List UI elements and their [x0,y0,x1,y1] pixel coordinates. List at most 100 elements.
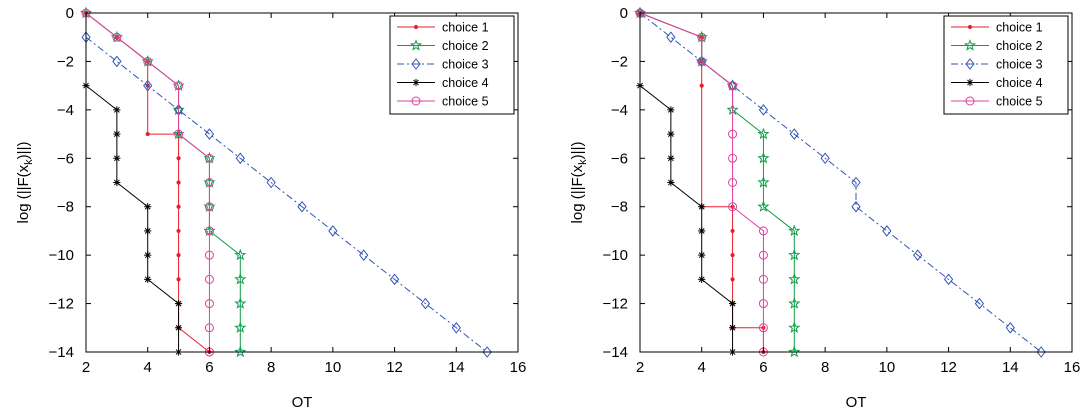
data-point [758,104,769,116]
chart-panel-2: 2 4 6 8 10 12 14 16 0 −2 −4 −6 −8 −10 −12 −14 OT log (||F… [569,5,1080,411]
data-point [234,297,247,309]
data-point [666,31,676,44]
data-point [699,83,704,88]
y-tick-label: −2 [57,53,74,70]
y-axis-label: log (||F(xk)||) [569,142,589,224]
x-tick-label: 4 [698,359,706,376]
legend-label: choice 4 [442,76,489,90]
x-tick-label: 16 [510,359,527,376]
legend-marker [966,78,974,87]
data-point [113,130,121,138]
series-line [85,12,241,352]
data-point [112,55,122,68]
y-tick-label: −14 [49,344,74,361]
data-point [974,297,985,310]
data-point [788,272,801,285]
data-point [234,272,247,285]
legend-marker [965,58,975,70]
data-point [698,227,706,235]
y-tick-label: −10 [49,247,74,264]
chart-panel-1: 2 4 6 8 10 12 14 16 0 −2 −4 −6 −8 −10 −12 −14 OT log (||F… [15,5,526,411]
y-tick-label: 0 [620,5,628,22]
data-point [697,55,707,68]
legend-marker [412,78,420,87]
data-point [482,346,492,358]
data-point [204,299,214,309]
x-tick-label: 8 [821,359,829,376]
data-point [235,152,245,165]
x-axis-label: OT [292,394,313,411]
data-point [851,200,861,213]
x-tick-label: 6 [759,359,767,376]
data-point [788,248,801,261]
y-tick-label: −4 [57,102,74,119]
legend-label: choice 5 [442,95,489,109]
y-tick-label: −8 [57,199,74,216]
data-point [1005,321,1015,334]
x-tick-label: 12 [386,359,403,376]
x-tick-label: 12 [940,359,957,376]
series-5 [81,8,214,357]
data-point [728,324,737,332]
data-point [174,324,183,332]
data-point [113,154,121,162]
data-point [176,253,181,258]
x-tick-label: 10 [325,359,342,376]
data-point [451,321,461,334]
data-point [143,79,153,92]
x-tick-label: 6 [205,359,213,376]
data-point [728,299,737,308]
data-point [788,321,801,333]
series-line [85,36,488,353]
data-point [698,275,706,283]
data-point [667,154,675,162]
legend-label: choice 2 [996,39,1043,53]
y-axis-label: log (||F(xk)||) [15,142,35,224]
data-point [943,273,954,286]
data-point [144,251,152,259]
y-tick-label: −12 [49,296,74,313]
legend-item: choice 1 [397,21,489,35]
data-point [113,106,121,114]
legend-label: choice 2 [442,39,489,53]
data-point [758,250,768,260]
legend-label: choice 3 [996,58,1043,72]
data-point [788,224,801,237]
legend-item: choice 5 [397,95,489,109]
legend-marker [411,58,421,70]
data-point [757,127,770,140]
legend-item: choice 2 [951,39,1043,53]
data-point [297,200,307,213]
data-point [757,151,770,164]
x-axis-label: OT [846,394,867,411]
data-point [204,153,214,163]
legend-item: choice 5 [951,95,1043,109]
data-point [758,299,768,309]
legend-label: choice 5 [996,95,1043,109]
data-point [266,176,276,189]
axes-box [639,12,1073,353]
legend-marker [413,24,419,30]
data-point [882,225,892,237]
x-tick-label: 2 [636,359,644,376]
data-point [758,323,768,333]
data-point [730,228,735,234]
data-point [758,226,768,236]
legend-item: choice 1 [951,21,1043,35]
legend: choice 1 choice 2 choice 3 choice 4 choice 5 [943,15,1069,115]
data-point [788,297,801,309]
series-1 [83,10,212,355]
data-point [389,273,400,286]
legend-marker [965,96,975,106]
x-tick-label: 4 [144,359,152,376]
data-point [667,178,675,187]
legend-item: choice 3 [397,58,489,72]
series-4 [636,82,737,356]
legend-label: choice 1 [996,21,1043,35]
series-line [639,12,795,352]
data-point [728,153,738,163]
data-point [204,323,214,333]
data-point [728,202,738,212]
data-point [144,203,152,211]
